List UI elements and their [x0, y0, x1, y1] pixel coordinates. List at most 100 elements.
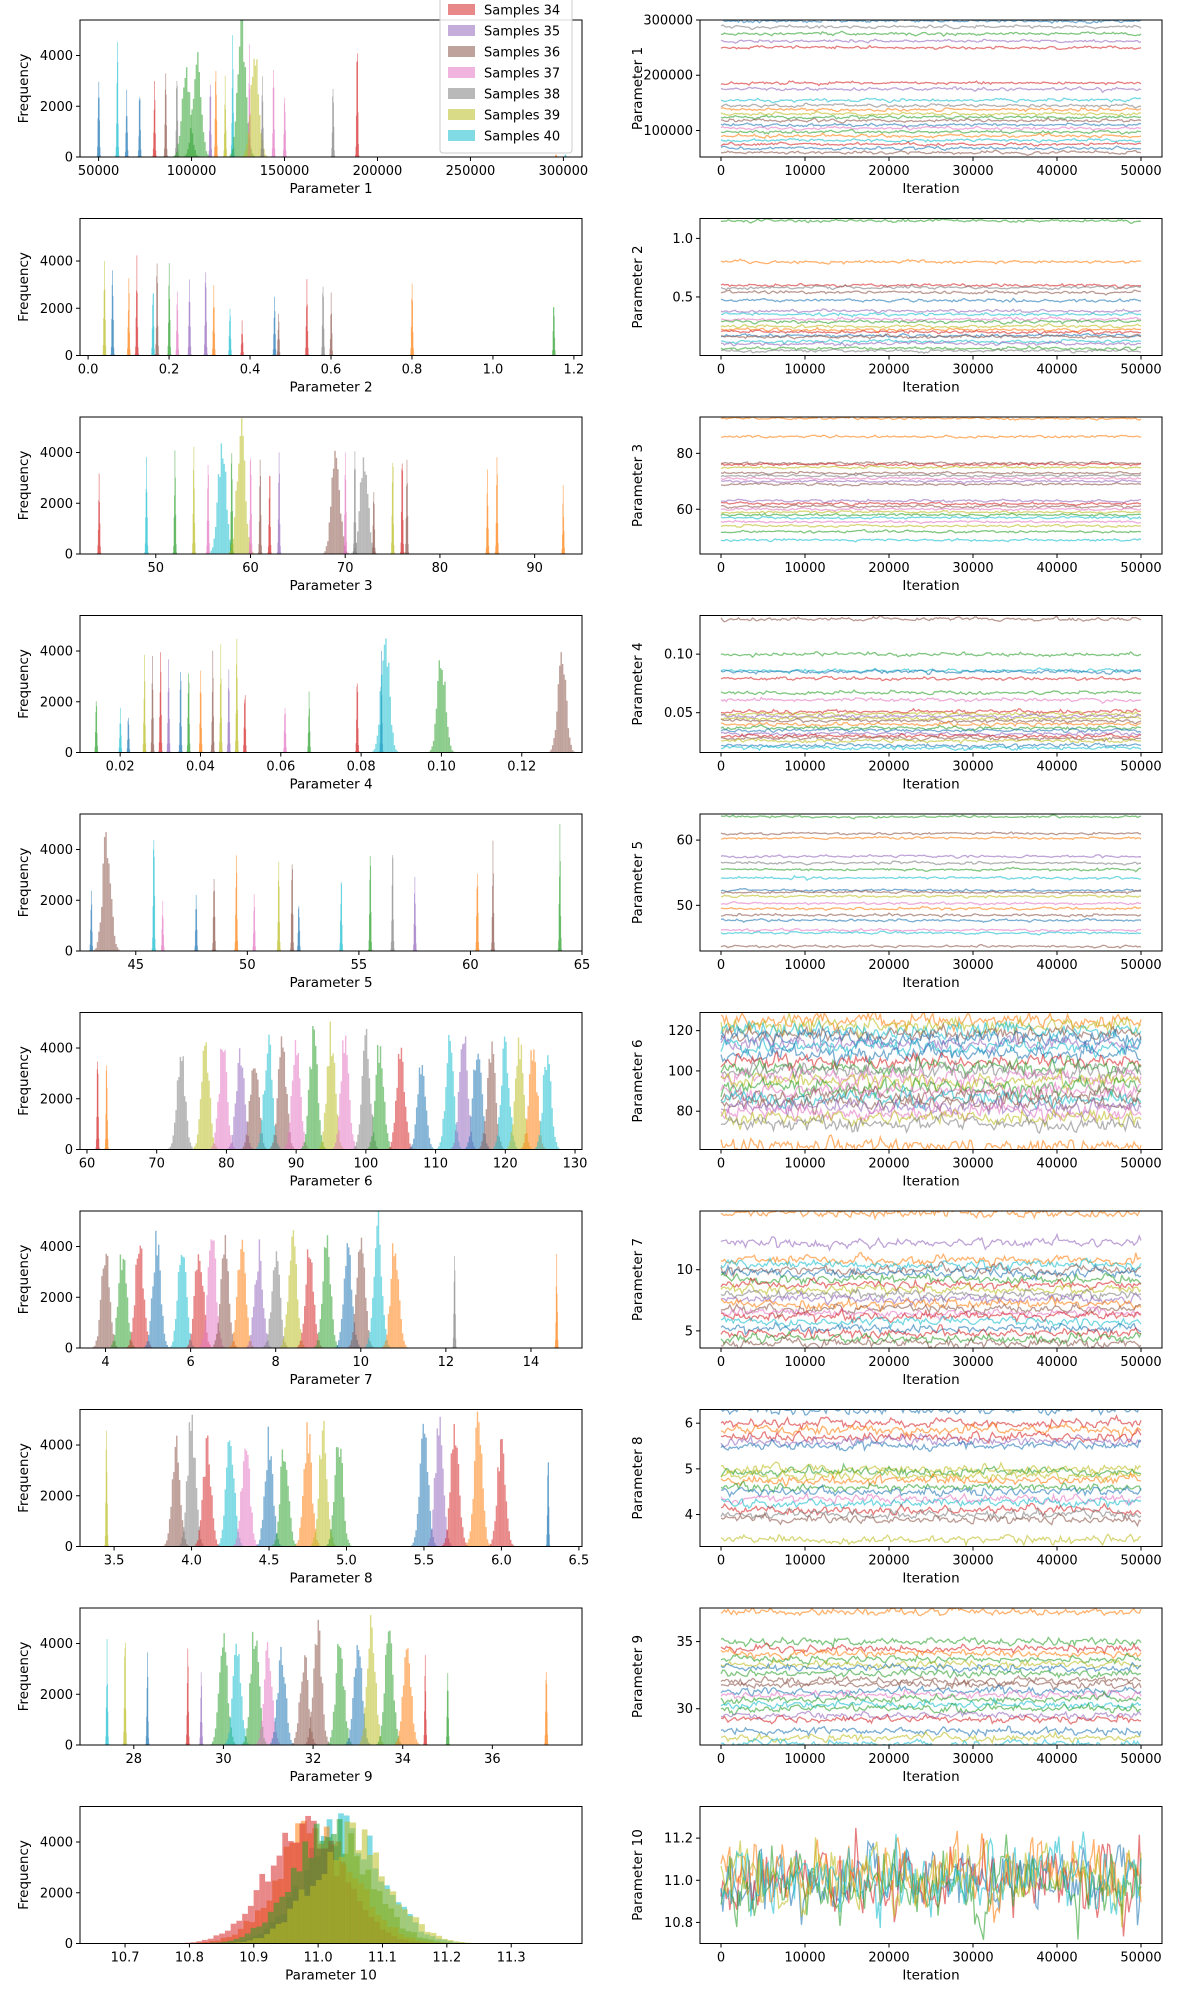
- hist-bar: [134, 353, 136, 356]
- hist-peak: [185, 1648, 190, 1745]
- hist-bar: [360, 1237, 363, 1348]
- hist-bar: [343, 1053, 345, 1150]
- hist-bar: [236, 919, 238, 951]
- hist-bar: [282, 1832, 289, 1944]
- hist-bar: [356, 719, 357, 753]
- y-tick-label: 4000: [40, 1439, 73, 1454]
- y-axis-label: Frequency: [16, 1443, 32, 1513]
- hist-bar: [340, 882, 342, 951]
- hist-bar: [374, 1671, 376, 1745]
- hist-bar: [437, 681, 439, 753]
- hist-bar: [287, 1301, 289, 1348]
- hist-bar: [277, 940, 278, 951]
- hist-bar: [395, 1100, 397, 1150]
- x-tick-label: 150000: [260, 164, 310, 179]
- hist-bar: [454, 1270, 456, 1348]
- hist-bar: [116, 123, 117, 157]
- hist-bar: [447, 726, 449, 753]
- trace-line: [720, 874, 1142, 882]
- trace-line: [720, 1688, 1142, 1701]
- hist-bar: [256, 1545, 258, 1547]
- hist-bar: [170, 353, 172, 356]
- hist-bar: [487, 528, 489, 554]
- hist-bar: [329, 354, 330, 356]
- hist-bar: [185, 67, 188, 157]
- axes-frame: [699, 1012, 1163, 1150]
- hist-bar: [259, 1729, 262, 1745]
- hist-bar: [321, 1873, 328, 1944]
- hist-bar: [519, 1059, 521, 1150]
- hist-bar: [235, 914, 236, 951]
- hist-bar: [259, 1873, 266, 1944]
- hist-bar: [322, 286, 324, 356]
- hist-bar: [262, 1308, 265, 1348]
- hist-bar: [214, 1132, 216, 1150]
- hist-bar: [358, 1743, 360, 1745]
- hist-bar: [262, 1703, 264, 1745]
- hist-bar: [145, 750, 147, 753]
- x-tick-label: 30000: [952, 1355, 993, 1370]
- x-tick-label: 11.3: [497, 1951, 526, 1966]
- hist-peak: [210, 1633, 237, 1745]
- trace-line: [720, 1083, 1142, 1111]
- hist-bar: [473, 1461, 476, 1547]
- hist-bar: [273, 87, 275, 157]
- hist-bar: [230, 145, 232, 157]
- hist-bar: [227, 523, 230, 554]
- hist-bar: [378, 1062, 380, 1150]
- axes-frame: [699, 218, 1163, 356]
- hist-bar: [94, 746, 96, 753]
- hist-bar: [247, 1121, 249, 1150]
- hist-bar: [319, 1120, 321, 1150]
- hist-bar: [563, 674, 565, 753]
- hist-bar: [257, 1079, 259, 1150]
- hist-bar: [152, 718, 154, 753]
- panel-trace-1: 0 10000 20000 30000 40000 5000010000020000030…: [630, 14, 1163, 197]
- hist-peak: [199, 1672, 204, 1745]
- hist-bar: [234, 1654, 236, 1745]
- x-tick-label: 50000: [1120, 760, 1161, 775]
- hist-bar: [160, 671, 162, 753]
- hist-bar: [266, 155, 268, 157]
- hist-bar: [211, 155, 213, 157]
- hist-bar: [256, 59, 258, 157]
- hist-bar: [299, 930, 301, 951]
- hist-bar: [234, 1492, 237, 1547]
- hist-bar: [168, 718, 170, 753]
- hist-bar: [278, 1504, 281, 1547]
- x-tick-label: 12: [438, 1355, 455, 1370]
- hist-bar: [508, 1531, 510, 1547]
- hist-bar: [384, 1340, 387, 1348]
- hist-bar: [126, 1346, 129, 1348]
- hist-bar: [361, 478, 363, 554]
- x-tick-label: 65: [574, 958, 591, 973]
- hist-bar: [277, 880, 279, 951]
- hist-bar: [285, 1469, 288, 1547]
- hist-bar: [155, 133, 156, 157]
- hist-bar: [486, 527, 488, 554]
- hist-bar: [430, 1144, 432, 1150]
- hist-bar: [447, 1940, 454, 1944]
- hist-bar: [302, 1672, 305, 1745]
- hist-bar: [477, 913, 479, 951]
- hist-bar: [105, 1070, 107, 1150]
- trace-line: [720, 461, 1142, 468]
- hist-bar: [112, 1341, 114, 1348]
- hist-bar: [107, 1736, 109, 1745]
- hist-bar: [384, 1654, 387, 1745]
- hist-bar: [498, 1471, 501, 1547]
- hist-peak: [268, 1646, 295, 1745]
- x-tick-label: 10000: [784, 1752, 825, 1767]
- hist-bar: [218, 1093, 221, 1150]
- hist-bar: [98, 81, 100, 157]
- hist-bar: [194, 930, 196, 951]
- hist-bar: [236, 1656, 239, 1745]
- y-tick-label: 4000: [40, 1836, 73, 1851]
- hist-bar: [306, 279, 308, 356]
- hist-bar: [205, 1042, 207, 1150]
- hist-bar: [499, 1105, 502, 1150]
- axes-frame: [79, 813, 583, 952]
- hist-bar: [278, 1274, 280, 1348]
- hist-bar: [191, 1318, 194, 1348]
